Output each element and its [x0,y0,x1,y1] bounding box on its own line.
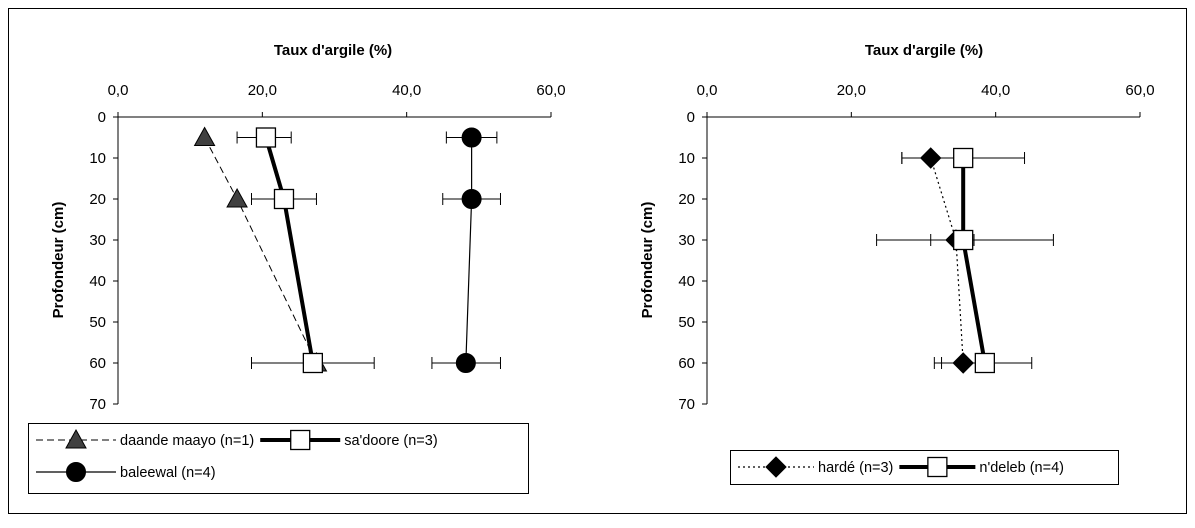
legend-swatch-marker [927,456,948,478]
legend: hardé (n=3) n'deleb (n=4) [730,450,1119,485]
y-tick-label: 50 [89,314,106,331]
data-point [255,127,277,148]
x-tick-label: 60,0 [1125,82,1154,99]
y-tick-label: 0 [687,109,695,126]
y-tick-label: 10 [89,150,106,167]
y-tick-label: 20 [89,191,106,208]
x-tick-label: 0,0 [108,82,129,99]
legend-swatch-marker [290,429,311,451]
x-tick-label: 60,0 [536,82,565,99]
legend-swatch-marker [765,456,787,478]
legend-label: daande maayo (n=1) [120,433,254,449]
y-tick-label: 10 [678,150,695,167]
panel-1: Taux d'argile (%) Profondeur (cm) 0,0 20,0 4… [28,42,566,494]
data-point [974,352,995,374]
y-tick-label: 60 [678,355,695,372]
y-tick-label: 50 [678,314,695,331]
legend-label: hardé (n=3) [818,460,893,476]
legend-swatch-marker [66,462,86,482]
legend-label: sa'doore (n=3) [344,433,437,449]
y-tick-label: 40 [678,273,695,290]
x-axis-title: Taux d'argile (%) [274,42,392,59]
y-tick-label: 40 [89,273,106,290]
data-point [455,353,476,373]
y-tick-label: 30 [89,232,106,249]
series-2 [236,127,375,374]
x-tick-label: 40,0 [392,82,421,99]
legend-box [28,423,529,494]
data-point [953,229,974,251]
panel-2: Taux d'argile (%) Profondeur (cm) 0,0 20,0 4… [639,42,1155,485]
data-point [302,352,324,374]
x-tick-label: 20,0 [837,82,866,99]
y-tick-label: 0 [98,109,106,126]
series-2 [876,147,1054,374]
legend-swatch-marker [65,428,87,449]
data-point [273,188,295,210]
y-tick-label: 30 [678,232,695,249]
y-tick-label: 20 [678,191,695,208]
y-tick-label: 70 [678,396,695,413]
y-tick-label: 70 [89,396,106,413]
x-axis-title: Taux d'argile (%) [865,42,983,59]
y-axis-title: Profondeur (cm) [639,202,656,319]
data-point [461,189,482,209]
legend-label: baleewal (n=4) [120,465,216,481]
data-point [953,147,974,169]
y-tick-label: 60 [89,355,106,372]
x-tick-label: 0,0 [697,82,718,99]
series-3 [431,127,501,373]
x-tick-label: 20,0 [248,82,277,99]
y-axis-title: Profondeur (cm) [50,202,67,319]
data-point [461,127,482,148]
legend: daande maayo (n=1) sa'doore (n=3) baleewal… [28,423,529,494]
data-point [193,126,216,146]
legend-label: n'deleb (n=4) [979,460,1064,476]
data-point [226,187,248,208]
x-tick-label: 40,0 [981,82,1010,99]
